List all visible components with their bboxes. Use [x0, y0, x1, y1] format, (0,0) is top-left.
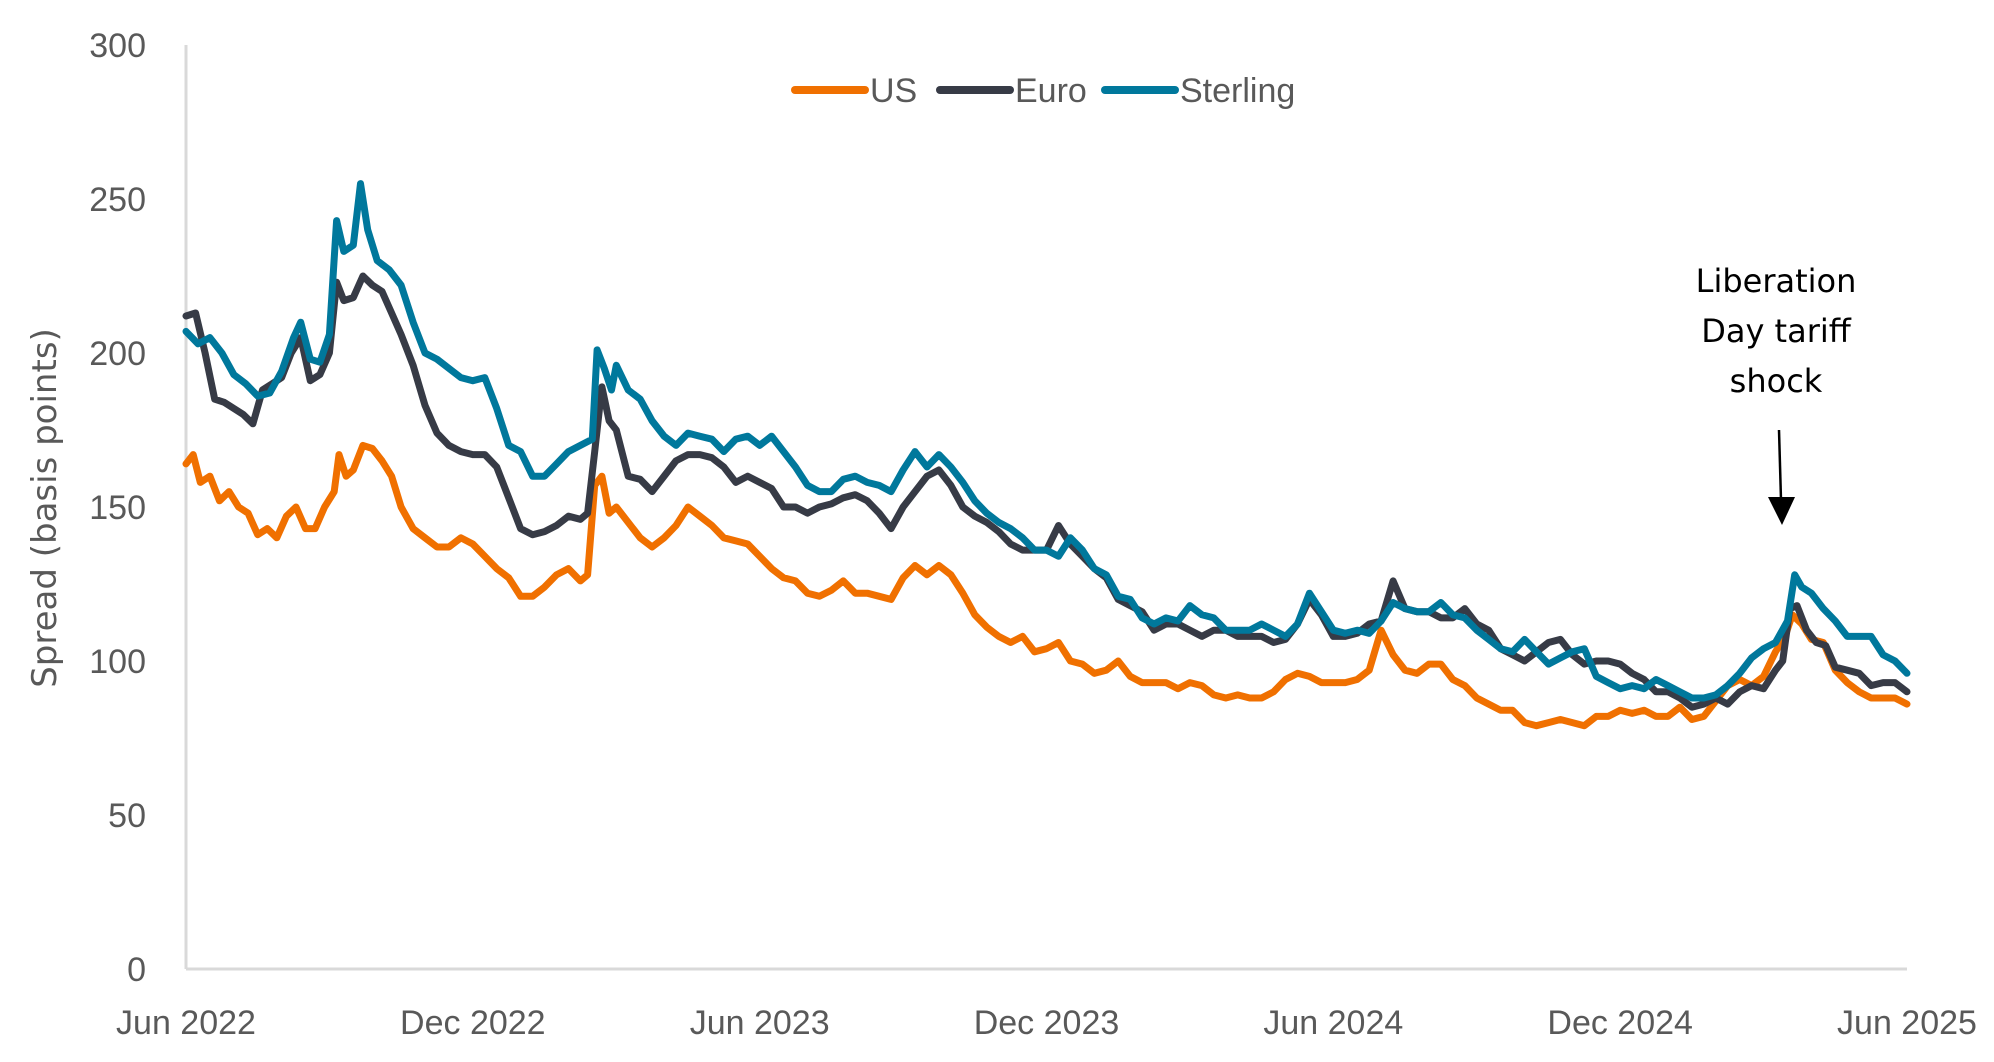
annotation-arrow-head: [1768, 497, 1795, 525]
x-tick-label: Dec 2022: [400, 1004, 546, 1042]
annotation-line-2: Day tariff: [1701, 312, 1852, 350]
legend-item-sterling: Sterling: [1101, 72, 1295, 110]
legend-label: Euro: [1015, 72, 1087, 110]
y-tick-label: 0: [127, 951, 146, 989]
annotation-line-3: shock: [1730, 362, 1823, 400]
series-lines: [182, 180, 1911, 730]
y-tick-label: 150: [89, 489, 146, 527]
y-tick-label: 300: [89, 27, 146, 65]
series-line-euro: [182, 272, 1911, 711]
legend-label: Sterling: [1180, 72, 1295, 110]
legend-item-us: US: [791, 72, 917, 110]
series-line-sterling: [182, 180, 1911, 702]
series-line-us: [182, 441, 1911, 730]
liberation-day-annotation: Liberation Day tariff shock: [1696, 262, 1857, 525]
y-tick-label: 200: [89, 335, 146, 373]
x-tick-label: Dec 2024: [1547, 1004, 1693, 1042]
y-axis-title: Spread (basis points): [25, 328, 65, 688]
x-tick-label: Dec 2023: [974, 1004, 1120, 1042]
annotation-line-1: Liberation: [1696, 262, 1857, 300]
x-tick-label: Jun 2022: [116, 1004, 256, 1042]
y-axis-tick-labels: 0 50 100 150 200 250 300: [89, 27, 146, 989]
legend-label: US: [870, 72, 917, 110]
x-tick-label: Jun 2024: [1263, 1004, 1403, 1042]
legend-item-euro: Euro: [936, 72, 1087, 110]
x-tick-label: Jun 2023: [690, 1004, 830, 1042]
x-tick-label: Jun 2025: [1837, 1004, 1977, 1042]
y-tick-label: 100: [89, 643, 146, 681]
annotation-arrow-shaft: [1777, 429, 1783, 501]
legend: US Euro Sterling: [791, 72, 1295, 110]
y-tick-label: 50: [108, 797, 146, 835]
y-tick-label: 250: [89, 181, 146, 219]
x-axis-tick-labels: Jun 2022 Dec 2022 Jun 2023 Dec 2023 Jun 2024…: [116, 1004, 1977, 1042]
